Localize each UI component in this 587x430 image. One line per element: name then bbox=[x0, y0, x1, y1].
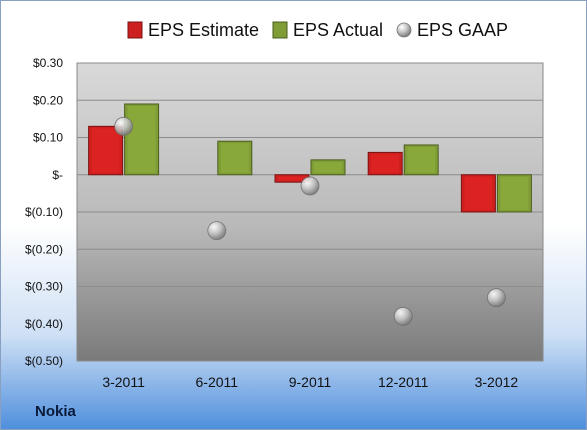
y-tick-label: $- bbox=[52, 168, 63, 182]
legend-swatch bbox=[272, 21, 288, 39]
gaap-marker bbox=[207, 221, 227, 241]
company-label: Nokia bbox=[35, 403, 76, 420]
bar-eps-estimate bbox=[88, 125, 124, 176]
legend-label: EPS GAAP bbox=[417, 20, 508, 40]
x-tick-label: 12-2011 bbox=[378, 374, 429, 390]
y-tick-label: $(0.10) bbox=[25, 205, 63, 219]
bar-eps-actual bbox=[124, 103, 160, 176]
bar-eps-estimate bbox=[367, 151, 403, 176]
bar-eps-estimate bbox=[460, 174, 496, 213]
gaap-marker bbox=[114, 116, 133, 136]
x-tick-label: 6-2011 bbox=[196, 374, 239, 390]
legend-item: EPS Estimate bbox=[127, 20, 259, 40]
y-tick-label: $(0.20) bbox=[25, 242, 63, 256]
legend-swatch bbox=[127, 21, 143, 39]
y-tick-label: $(0.50) bbox=[25, 354, 63, 368]
legend-item: EPS Actual bbox=[272, 20, 383, 40]
x-tick-label: 9-2011 bbox=[289, 374, 332, 390]
x-axis: 3-2011 6-2011 9-2011 12-2011 3-2012 bbox=[102, 374, 518, 390]
y-tick-label: $0.30 bbox=[33, 56, 63, 70]
y-tick-label: $0.10 bbox=[33, 131, 63, 145]
gaap-marker bbox=[486, 288, 506, 308]
bar-eps-actual bbox=[496, 174, 532, 213]
gaap-marker bbox=[393, 306, 413, 326]
legend-label: EPS Estimate bbox=[148, 20, 259, 40]
bar-eps-actual bbox=[403, 144, 439, 176]
legend-label: EPS Actual bbox=[293, 20, 383, 40]
x-tick-label: 3-2011 bbox=[102, 374, 145, 390]
bar-eps-actual bbox=[217, 140, 253, 176]
bars bbox=[88, 103, 532, 213]
gaap-marker bbox=[300, 176, 320, 196]
legend-item: EPS GAAP bbox=[396, 20, 508, 40]
legend-swatch bbox=[396, 22, 412, 38]
y-tick-label: $0.20 bbox=[33, 93, 63, 107]
x-tick-label: 3-2012 bbox=[475, 374, 519, 390]
gaap-markers bbox=[114, 116, 506, 326]
gridlines bbox=[77, 62, 543, 362]
y-tick-label: $(0.40) bbox=[25, 317, 63, 331]
y-axis: $0.30 $0.20 $0.10 $- $(0.10) $(0.20) $(0.30) $(… bbox=[25, 56, 63, 368]
y-tick-label: $(0.30) bbox=[25, 280, 63, 294]
legend: EPS Estimate EPS Actual EPS GAAP bbox=[127, 20, 508, 40]
bar-eps-actual bbox=[310, 159, 346, 176]
